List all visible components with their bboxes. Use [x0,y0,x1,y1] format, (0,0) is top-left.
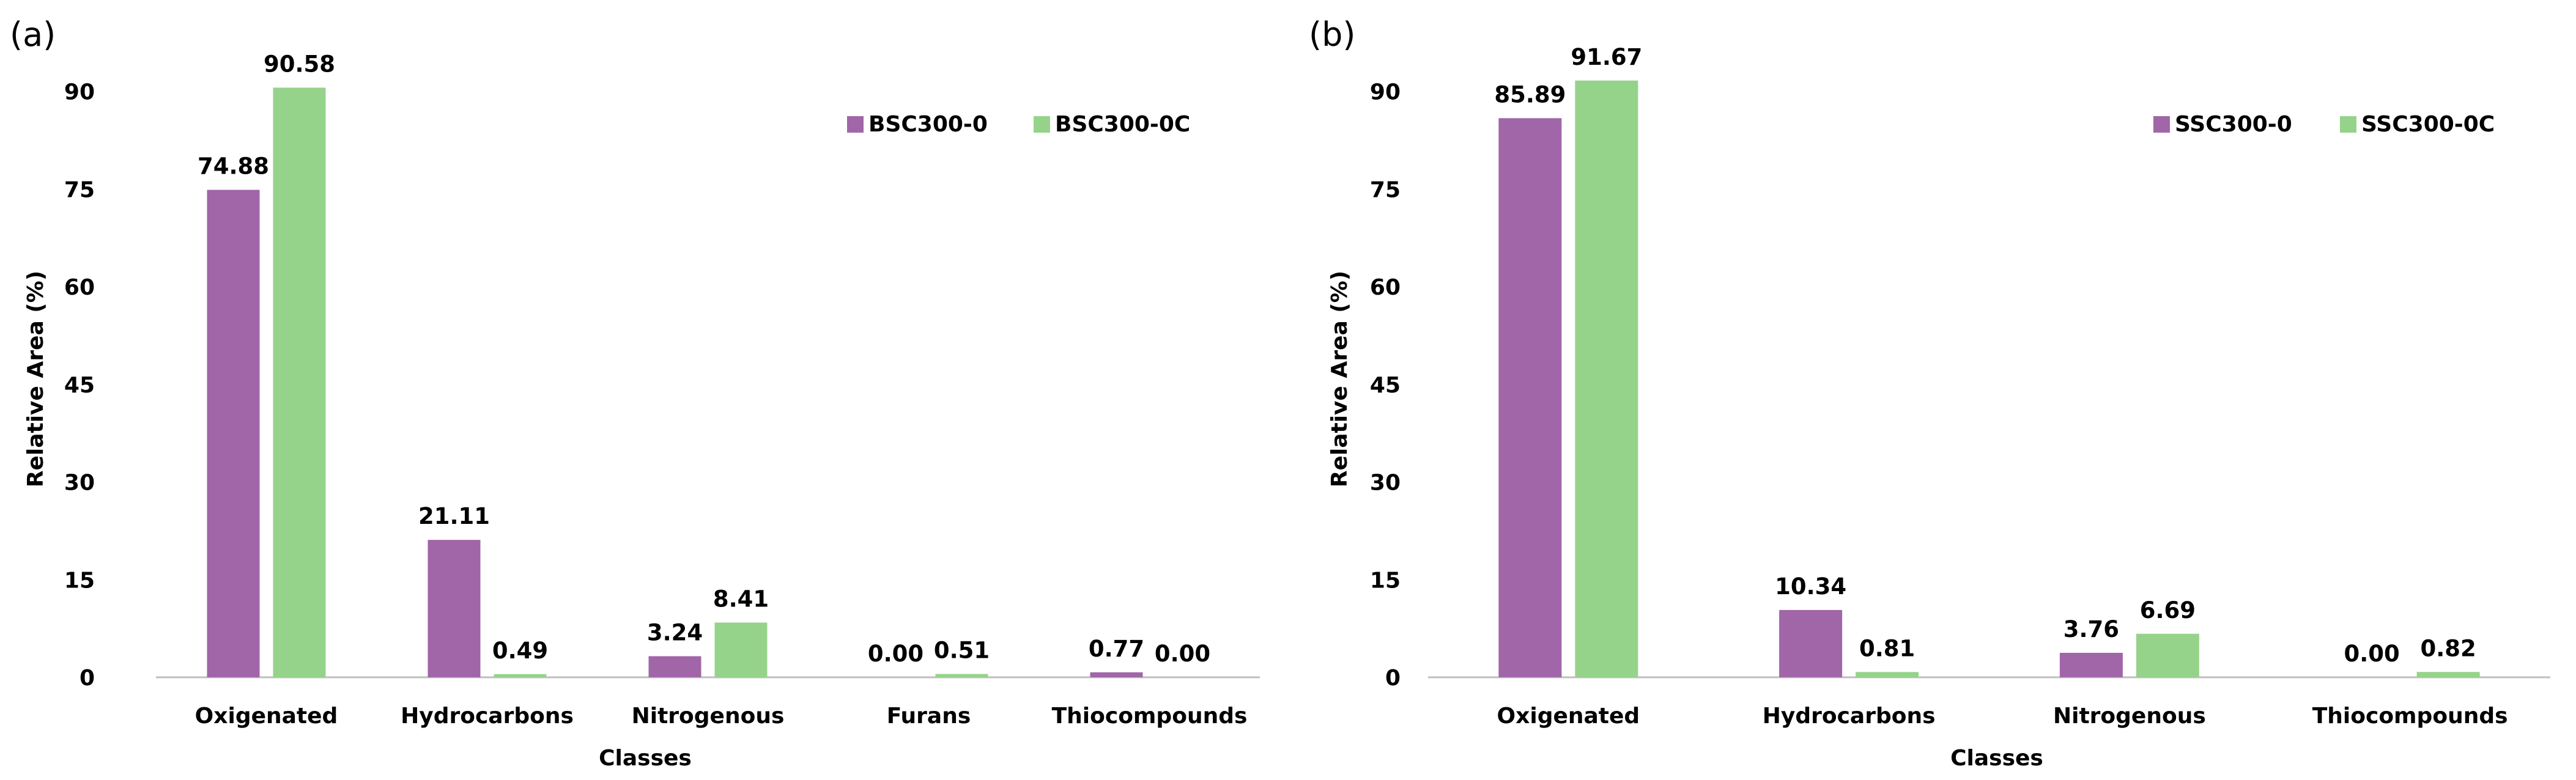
x-tick-label-b: Thiocompounds [2312,704,2508,729]
y-tick-label-b: 75 [1370,177,1401,202]
legend-label-b-1: SSC300-0 [2175,112,2292,137]
bar-b-series2 [1575,80,1638,678]
legend-label-a-1: BSC300-0 [868,112,988,137]
data-label-b: 0.00 [2344,641,2399,667]
y-tick-label-b: 30 [1370,471,1401,496]
x-tick-label-b: Nitrogenous [2053,704,2206,729]
bar-b-series1 [1498,118,1562,677]
data-label-b: 85.89 [1494,81,1566,108]
chart-panel-a: (a) Classes Relative Area (%) 0 15 30 45 60 7… [10,15,1260,771]
bar-a-series1 [207,189,260,677]
y-tick-label-b: 0 [1385,666,1401,691]
y-tick-label-b: 15 [1370,568,1401,593]
chart-panel-b: (b) Classes Relative Area (%) 0 15 30 45 60 7… [1309,15,2550,771]
data-label-a: 74.88 [198,153,269,180]
y-tick-label-a: 60 [64,275,95,300]
y-tick-label-a: 45 [64,373,95,398]
bar-a-series1 [1090,672,1143,677]
y-tick-label-a: 0 [80,666,95,691]
bar-b-series1 [1779,609,1843,677]
legend-swatch-a-2 [1034,116,1050,133]
bar-b-series1 [2059,652,2123,677]
bar-a-series1 [427,540,481,677]
y-tick-label-a: 75 [64,177,95,202]
legend-swatch-b-2 [2340,116,2356,133]
data-label-a: 0.77 [1089,636,1144,662]
x-tick-label-a: Nitrogenous [632,704,785,729]
bar-a-series2 [714,622,768,677]
bar-a-series2 [494,674,547,677]
data-label-a: 21.11 [418,503,490,529]
y-tick-label-a: 15 [64,568,95,593]
data-label-a: 0.00 [1155,641,1210,667]
data-label-b: 3.76 [2063,616,2119,642]
y-tick-label-b: 45 [1370,373,1401,398]
bar-a-series1 [648,656,701,677]
data-label-a: 0.49 [492,638,548,664]
panel-label-a: (a) [10,15,56,54]
legend-swatch-b-1 [2153,116,2170,133]
data-label-a: 0.51 [934,638,990,664]
bar-b-series2 [2136,633,2199,677]
legend-swatch-a-1 [847,116,864,133]
x-tick-label-b: Hydrocarbons [1763,704,1936,729]
x-axis-title-a: Classes [599,746,692,771]
x-tick-label-a: Hydrocarbons [401,704,574,729]
data-label-b: 0.81 [1859,635,1915,661]
bar-a-series2 [935,674,988,677]
data-label-b: 91.67 [1571,44,1642,70]
x-tick-label-a: Oxigenated [195,704,338,729]
x-axis-title-b: Classes [1950,746,2043,771]
legend-label-b-2: SSC300-0C [2361,112,2495,137]
panel-label-b: (b) [1309,15,1355,54]
data-label-b: 10.34 [1775,573,1846,600]
y-tick-label-a: 90 [64,80,95,105]
legend-label-a-2: BSC300-0C [1055,112,1190,137]
bar-a-series2 [273,87,326,677]
y-tick-label-b: 90 [1370,80,1401,105]
bar-b-series2 [1856,672,1919,677]
data-label-b: 6.69 [2140,597,2196,624]
y-axis-title-a: Relative Area (%) [23,271,48,488]
y-axis-title-b: Relative Area (%) [1327,271,1352,488]
x-tick-label-a: Thiocompounds [1052,704,1248,729]
data-label-a: 90.58 [264,51,335,77]
data-label-a: 3.24 [647,619,703,646]
y-tick-label-a: 30 [64,471,95,496]
x-tick-label-a: Furans [887,704,971,729]
x-tick-label-b: Oxigenated [1497,704,1640,729]
data-label-a: 0.00 [868,641,923,667]
data-label-a: 8.41 [713,586,769,612]
data-label-b: 0.82 [2420,635,2476,661]
bar-b-series2 [2416,672,2480,677]
y-tick-label-b: 60 [1370,275,1401,300]
